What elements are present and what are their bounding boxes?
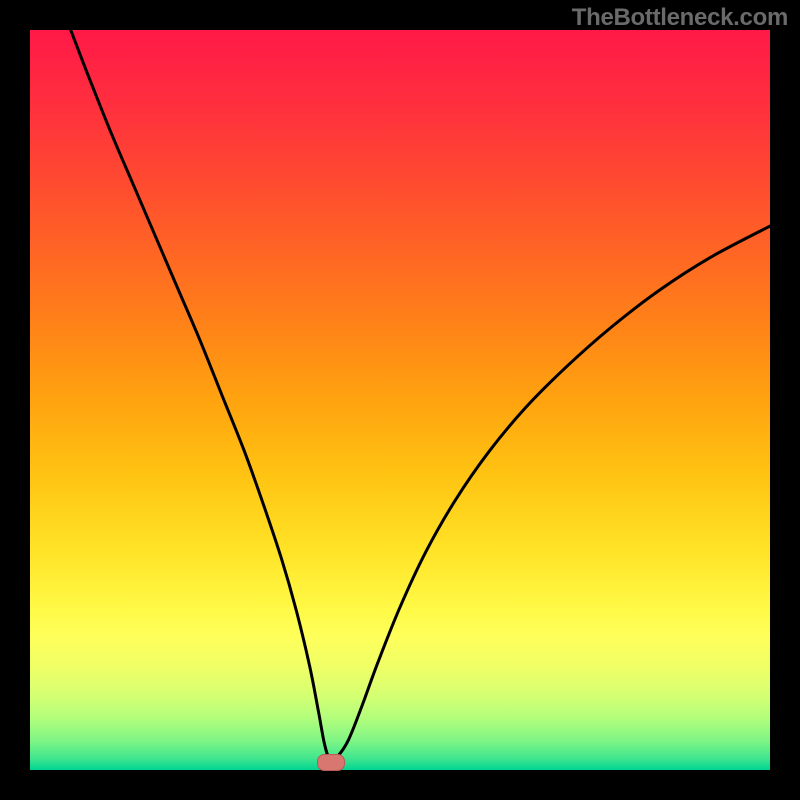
notch-marker — [317, 754, 345, 771]
plot-area — [30, 30, 770, 770]
watermark-text: TheBottleneck.com — [572, 4, 788, 32]
gradient-chart — [30, 30, 770, 770]
gradient-background — [30, 30, 770, 770]
figure-container: TheBottleneck.com — [0, 0, 800, 800]
